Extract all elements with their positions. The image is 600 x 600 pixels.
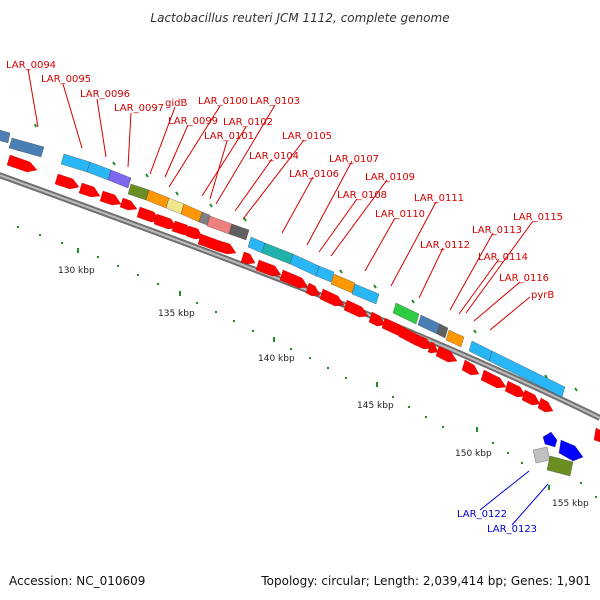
tick-label-145: 145 kbp (357, 401, 394, 411)
gene-label-lar-0101[interactable]: LAR_0101 (204, 131, 254, 142)
forward-gene (165, 197, 185, 215)
forward-gene (206, 215, 233, 235)
reverse-gene (216, 240, 237, 255)
forward-gene (8, 137, 45, 158)
forward-gene (247, 236, 266, 254)
secondary-gene (558, 439, 584, 462)
reverse-gene (368, 311, 386, 327)
reverse-strand-genes (6, 154, 600, 443)
reverse-gene (185, 225, 204, 240)
gene-label-lar-0111[interactable]: LAR_0111 (414, 193, 464, 204)
gene-label-lar-0108[interactable]: LAR_0108 (337, 190, 387, 201)
forward-gene (315, 265, 335, 283)
gene-label-lar-0096[interactable]: LAR_0096 (80, 89, 130, 100)
gene-label-lar-0106[interactable]: LAR_0106 (289, 169, 339, 180)
gene-label-lar-0109[interactable]: LAR_0109 (365, 172, 415, 183)
secondary-gene (532, 446, 551, 464)
gene-label-lar-0105[interactable]: LAR_0105 (282, 131, 332, 142)
gene-label-lar-0095[interactable]: LAR_0095 (41, 74, 91, 85)
forward-gene (351, 283, 380, 305)
gene-label-lar-0099[interactable]: LAR_0099 (168, 116, 218, 127)
gene-label-lar-0116[interactable]: LAR_0116 (499, 273, 549, 284)
reverse-gene (504, 380, 527, 398)
tick-label-130: 130 kbp (58, 266, 95, 276)
forward-gene (86, 161, 112, 181)
tick-label-155: 155 kbp (552, 499, 589, 509)
reverse-gene (593, 427, 600, 443)
forward-gene (436, 323, 449, 339)
genome-summary-text: Topology: circular; Length: 2,039,414 bp… (260, 574, 591, 588)
reverse-gene (319, 288, 345, 307)
accession-text: Accession: NC_010609 (9, 574, 145, 588)
reverse-gene (78, 182, 101, 198)
gene-label-lar-0110[interactable]: LAR_0110 (375, 209, 425, 220)
forward-gene (392, 302, 420, 325)
reverse-gene (255, 259, 282, 277)
gene-label-lar-0114[interactable]: LAR_0114 (478, 252, 528, 263)
forward-gene (417, 314, 441, 335)
gene-label-pyrb[interactable]: pyrB (531, 290, 554, 301)
tick-label-135: 135 kbp (158, 309, 195, 319)
secondary-genes (532, 431, 584, 477)
forward-gene (0, 129, 11, 144)
reverse-gene (119, 197, 138, 211)
forward-gene (145, 189, 170, 209)
forward-gene (60, 153, 91, 173)
gene-label-lar-0102[interactable]: LAR_0102 (223, 117, 273, 128)
genome-backbone (0, 172, 600, 421)
gene-label-leaders (27, 68, 549, 526)
gene-label-lar-0113[interactable]: LAR_0113 (472, 225, 522, 236)
forward-gene (198, 211, 211, 226)
forward-gene (107, 169, 132, 189)
reverse-gene (343, 299, 369, 318)
reverse-gene (480, 369, 507, 389)
outer-tick-marks (34, 123, 578, 392)
forward-gene (445, 329, 465, 348)
reverse-gene (99, 190, 122, 206)
reverse-gene (461, 359, 480, 376)
reverse-gene (153, 213, 178, 230)
reverse-gene (240, 251, 256, 265)
forward-gene (261, 242, 294, 265)
gene-label-lar-0104[interactable]: LAR_0104 (249, 151, 299, 162)
reverse-gene (435, 345, 458, 363)
gene-label-lar-0122[interactable]: LAR_0122 (457, 509, 507, 520)
reverse-gene (537, 397, 554, 413)
reverse-gene (427, 341, 439, 354)
gene-labels: LAR_0094 LAR_0095 LAR_0096 LAR_0097 gidB… (6, 60, 563, 535)
gene-label-lar-0115[interactable]: LAR_0115 (513, 212, 563, 223)
kbp-labels: 130 kbp 135 kbp 140 kbp 145 kbp 150 kbp … (58, 266, 589, 509)
secondary-gene (546, 455, 574, 477)
map-title: Lactobacillus reuteri JCM 1112, complete… (150, 11, 449, 25)
forward-gene (180, 203, 203, 223)
gene-label-lar-0100[interactable]: LAR_0100 (198, 96, 248, 107)
forward-gene (228, 223, 250, 241)
inner-tick-scale (17, 226, 597, 498)
tick-label-150: 150 kbp (455, 449, 492, 459)
reverse-gene (305, 282, 321, 297)
reverse-gene (414, 334, 433, 350)
gene-label-lar-0097[interactable]: LAR_0097 (114, 103, 164, 114)
gene-label-lar-0112[interactable]: LAR_0112 (420, 240, 470, 251)
reverse-gene (279, 269, 309, 289)
reverse-gene (6, 154, 38, 173)
forward-gene (127, 183, 150, 201)
gene-label-lar-0123[interactable]: LAR_0123 (487, 524, 537, 535)
forward-gene (488, 350, 566, 398)
secondary-gene (542, 431, 558, 448)
gene-label-lar-0103[interactable]: LAR_0103 (250, 96, 300, 107)
forward-gene (330, 273, 356, 294)
reverse-gene (521, 389, 541, 406)
reverse-gene (54, 173, 80, 190)
tick-label-140: 140 kbp (258, 354, 295, 364)
gene-label-gidb[interactable]: gidB (165, 98, 187, 109)
gene-label-lar-0094[interactable]: LAR_0094 (6, 60, 56, 71)
forward-gene (289, 253, 320, 277)
forward-strand-genes (0, 129, 566, 398)
gene-label-lar-0107[interactable]: LAR_0107 (329, 154, 379, 165)
